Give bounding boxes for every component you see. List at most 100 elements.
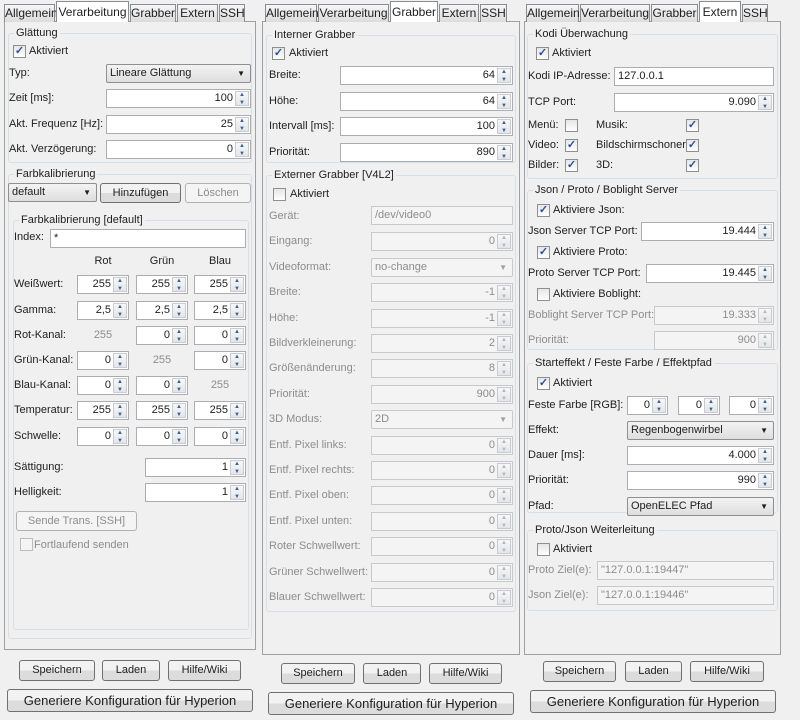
external-field-spinbox[interactable]: 900 ▲ ▼: [371, 385, 513, 404]
spin-buttons[interactable]: ▲ ▼: [652, 398, 666, 413]
spin-up-icon[interactable]: ▲: [117, 354, 123, 360]
spin-up-icon[interactable]: ▲: [501, 388, 507, 394]
spin-up-icon[interactable]: ▲: [501, 120, 507, 126]
spin-buttons[interactable]: ▲ ▼: [235, 91, 249, 106]
spin-buttons[interactable]: ▲ ▼: [758, 224, 772, 239]
add-calibration-button[interactable]: Hinzufügen: [100, 183, 181, 203]
spin-down-icon[interactable]: ▼: [501, 523, 507, 529]
spin-buttons[interactable]: ▲ ▼: [172, 328, 186, 343]
external-field-spinbox[interactable]: 0 ▲ ▼: [371, 537, 513, 556]
saturation-spinbox[interactable]: 1 ▲ ▼: [145, 458, 246, 477]
calibration-spinbox[interactable]: 0 ▲ ▼: [77, 427, 129, 446]
spin-up-icon[interactable]: ▲: [708, 399, 714, 405]
spin-down-icon[interactable]: ▼: [117, 362, 123, 368]
calibration-spinbox[interactable]: 2,5 ▲ ▼: [194, 301, 246, 320]
generate-config-button[interactable]: Generiere Konfiguration für Hyperion: [268, 692, 514, 715]
internal-field-spinbox[interactable]: 100 ▲ ▼: [340, 117, 513, 136]
forward-enabled-checkbox[interactable]: [537, 543, 550, 556]
spin-buttons[interactable]: ▲ ▼: [172, 429, 186, 444]
generate-config-button[interactable]: Generiere Konfiguration für Hyperion: [530, 690, 776, 713]
menu-checkbox[interactable]: [565, 119, 578, 132]
delete-calibration-button[interactable]: Löschen: [185, 183, 251, 203]
spin-up-icon[interactable]: ▲: [234, 329, 240, 335]
spin-up-icon[interactable]: ▲: [234, 304, 240, 310]
spin-buttons[interactable]: ▲ ▼: [758, 398, 772, 413]
spin-up-icon[interactable]: ▲: [762, 399, 768, 405]
effect-select[interactable]: Regenbogenwirbel ▼: [627, 421, 774, 440]
external-field-spinbox[interactable]: 0 ▲ ▼: [371, 588, 513, 607]
proto-port-spinbox[interactable]: 19.445 ▲ ▼: [646, 264, 774, 283]
spin-down-icon[interactable]: ▼: [501, 447, 507, 453]
spin-buttons[interactable]: ▲ ▼: [113, 403, 127, 418]
external-field-spinbox[interactable]: 0 ▲ ▼: [371, 461, 513, 480]
calibration-spinbox[interactable]: 0 ▲ ▼: [136, 326, 188, 345]
spin-up-icon[interactable]: ▲: [117, 404, 123, 410]
tab-allgemein[interactable]: Allgemein: [4, 4, 58, 22]
save-button[interactable]: Speichern: [281, 663, 355, 684]
brightness-spinbox[interactable]: 1 ▲ ▼: [145, 483, 246, 502]
spin-buttons[interactable]: ▲ ▼: [235, 117, 249, 132]
external-field-spinbox[interactable]: -1 ▲ ▼: [371, 283, 513, 302]
color-green-spinbox[interactable]: 0 ▲ ▼: [678, 396, 720, 415]
tab-verarbeitung[interactable]: Verarbeitung: [318, 4, 389, 22]
spin-buttons[interactable]: ▲ ▼: [758, 473, 772, 488]
spin-buttons[interactable]: ▲ ▼: [758, 95, 772, 110]
tab-verarbeitung[interactable]: Verarbeitung: [56, 1, 129, 22]
tab-extern[interactable]: Extern: [699, 1, 741, 22]
spin-down-icon[interactable]: ▼: [501, 370, 507, 376]
spin-buttons[interactable]: ▲ ▼: [172, 378, 186, 393]
spin-down-icon[interactable]: ▼: [117, 286, 123, 292]
calibration-spinbox[interactable]: 0 ▲ ▼: [77, 351, 129, 370]
tab-ssh[interactable]: SSH: [219, 4, 245, 22]
screensaver-checkbox[interactable]: ✓: [686, 139, 699, 152]
spin-up-icon[interactable]: ▲: [234, 278, 240, 284]
spin-buttons[interactable]: ▲ ▼: [230, 429, 244, 444]
spin-up-icon[interactable]: ▲: [501, 439, 507, 445]
spin-buttons[interactable]: ▲ ▼: [172, 303, 186, 318]
calibration-spinbox[interactable]: 255 ▲ ▼: [194, 275, 246, 294]
spin-down-icon[interactable]: ▼: [239, 126, 245, 132]
internal-field-spinbox[interactable]: 64 ▲ ▼: [340, 66, 513, 85]
spin-buttons[interactable]: ▲ ▼: [497, 438, 511, 453]
spin-up-icon[interactable]: ▲: [117, 379, 123, 385]
spin-down-icon[interactable]: ▼: [117, 412, 123, 418]
calibration-spinbox[interactable]: 2,5 ▲ ▼: [136, 301, 188, 320]
spin-down-icon[interactable]: ▼: [234, 362, 240, 368]
spin-up-icon[interactable]: ▲: [176, 304, 182, 310]
spin-up-icon[interactable]: ▲: [501, 312, 507, 318]
spin-down-icon[interactable]: ▼: [762, 342, 768, 348]
spin-up-icon[interactable]: ▲: [234, 486, 240, 492]
tab-extern[interactable]: Extern: [177, 4, 218, 22]
duration-spinbox[interactable]: 4.000 ▲ ▼: [627, 446, 774, 465]
external-field-spinbox[interactable]: 2 ▲ ▼: [371, 334, 513, 353]
spin-down-icon[interactable]: ▼: [708, 407, 714, 413]
calibration-spinbox[interactable]: 0 ▲ ▼: [77, 376, 129, 395]
spin-buttons[interactable]: ▲ ▼: [230, 303, 244, 318]
spin-down-icon[interactable]: ▼: [762, 407, 768, 413]
kodi-enabled-checkbox[interactable]: ✓: [536, 47, 549, 60]
spin-down-icon[interactable]: ▼: [762, 317, 768, 323]
spin-buttons[interactable]: ▲ ▼: [113, 378, 127, 393]
spin-down-icon[interactable]: ▼: [501, 396, 507, 402]
spin-down-icon[interactable]: ▼: [176, 438, 182, 444]
tab-allgemein[interactable]: Allgemein: [526, 4, 580, 22]
kodi-ip-input[interactable]: 127.0.0.1: [614, 67, 774, 86]
spin-up-icon[interactable]: ▲: [501, 95, 507, 101]
spin-buttons[interactable]: ▲ ▼: [230, 353, 244, 368]
smoothing-enabled-checkbox[interactable]: ✓: [13, 45, 26, 58]
spin-buttons[interactable]: ▲ ▼: [758, 308, 772, 323]
spin-buttons[interactable]: ▲ ▼: [497, 285, 511, 300]
calibration-spinbox[interactable]: 255 ▲ ▼: [77, 275, 129, 294]
spin-buttons[interactable]: ▲ ▼: [497, 145, 511, 160]
boblight-enable-checkbox[interactable]: [537, 288, 550, 301]
spin-up-icon[interactable]: ▲: [762, 474, 768, 480]
save-button[interactable]: Speichern: [543, 661, 616, 682]
music-checkbox[interactable]: ✓: [686, 119, 699, 132]
spin-down-icon[interactable]: ▼: [234, 412, 240, 418]
calibration-spinbox[interactable]: 0 ▲ ▼: [194, 351, 246, 370]
json-targets-input[interactable]: "127.0.0.1:19446": [597, 586, 774, 605]
video-checkbox[interactable]: ✓: [565, 139, 578, 152]
spin-buttons[interactable]: ▲ ▼: [113, 353, 127, 368]
time-spinbox[interactable]: 100 ▲ ▼: [106, 89, 251, 108]
save-button[interactable]: Speichern: [19, 660, 95, 681]
